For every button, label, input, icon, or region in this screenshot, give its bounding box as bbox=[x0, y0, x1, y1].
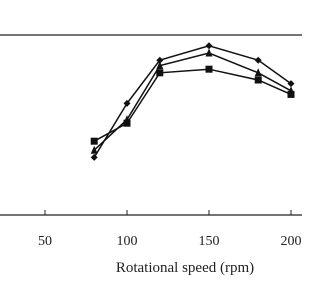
marker bbox=[90, 145, 98, 154]
marker bbox=[90, 153, 98, 161]
x-axis-label: Rotational speed (rpm) bbox=[116, 260, 254, 276]
series-line bbox=[93, 68, 292, 142]
series-line bbox=[93, 45, 292, 158]
marker bbox=[123, 99, 131, 107]
marker bbox=[205, 42, 213, 50]
x-tick-label: 150 bbox=[199, 234, 220, 249]
marker bbox=[254, 56, 262, 64]
chart: Rotational speed (rpm) 50 100 150 200 bbox=[0, 34, 302, 276]
x-tick-label: 50 bbox=[38, 234, 52, 249]
series-line bbox=[93, 52, 292, 151]
marker bbox=[287, 80, 295, 88]
marker bbox=[287, 90, 295, 98]
marker bbox=[205, 48, 213, 57]
marker bbox=[205, 65, 213, 73]
marker bbox=[156, 61, 164, 70]
marker bbox=[156, 69, 164, 77]
marker bbox=[254, 68, 262, 77]
marker bbox=[123, 119, 131, 127]
marker bbox=[156, 56, 164, 64]
x-tick-label: 200 bbox=[281, 234, 302, 249]
x-tick-label: 100 bbox=[117, 234, 138, 249]
marker bbox=[90, 137, 98, 145]
marker bbox=[254, 76, 262, 84]
